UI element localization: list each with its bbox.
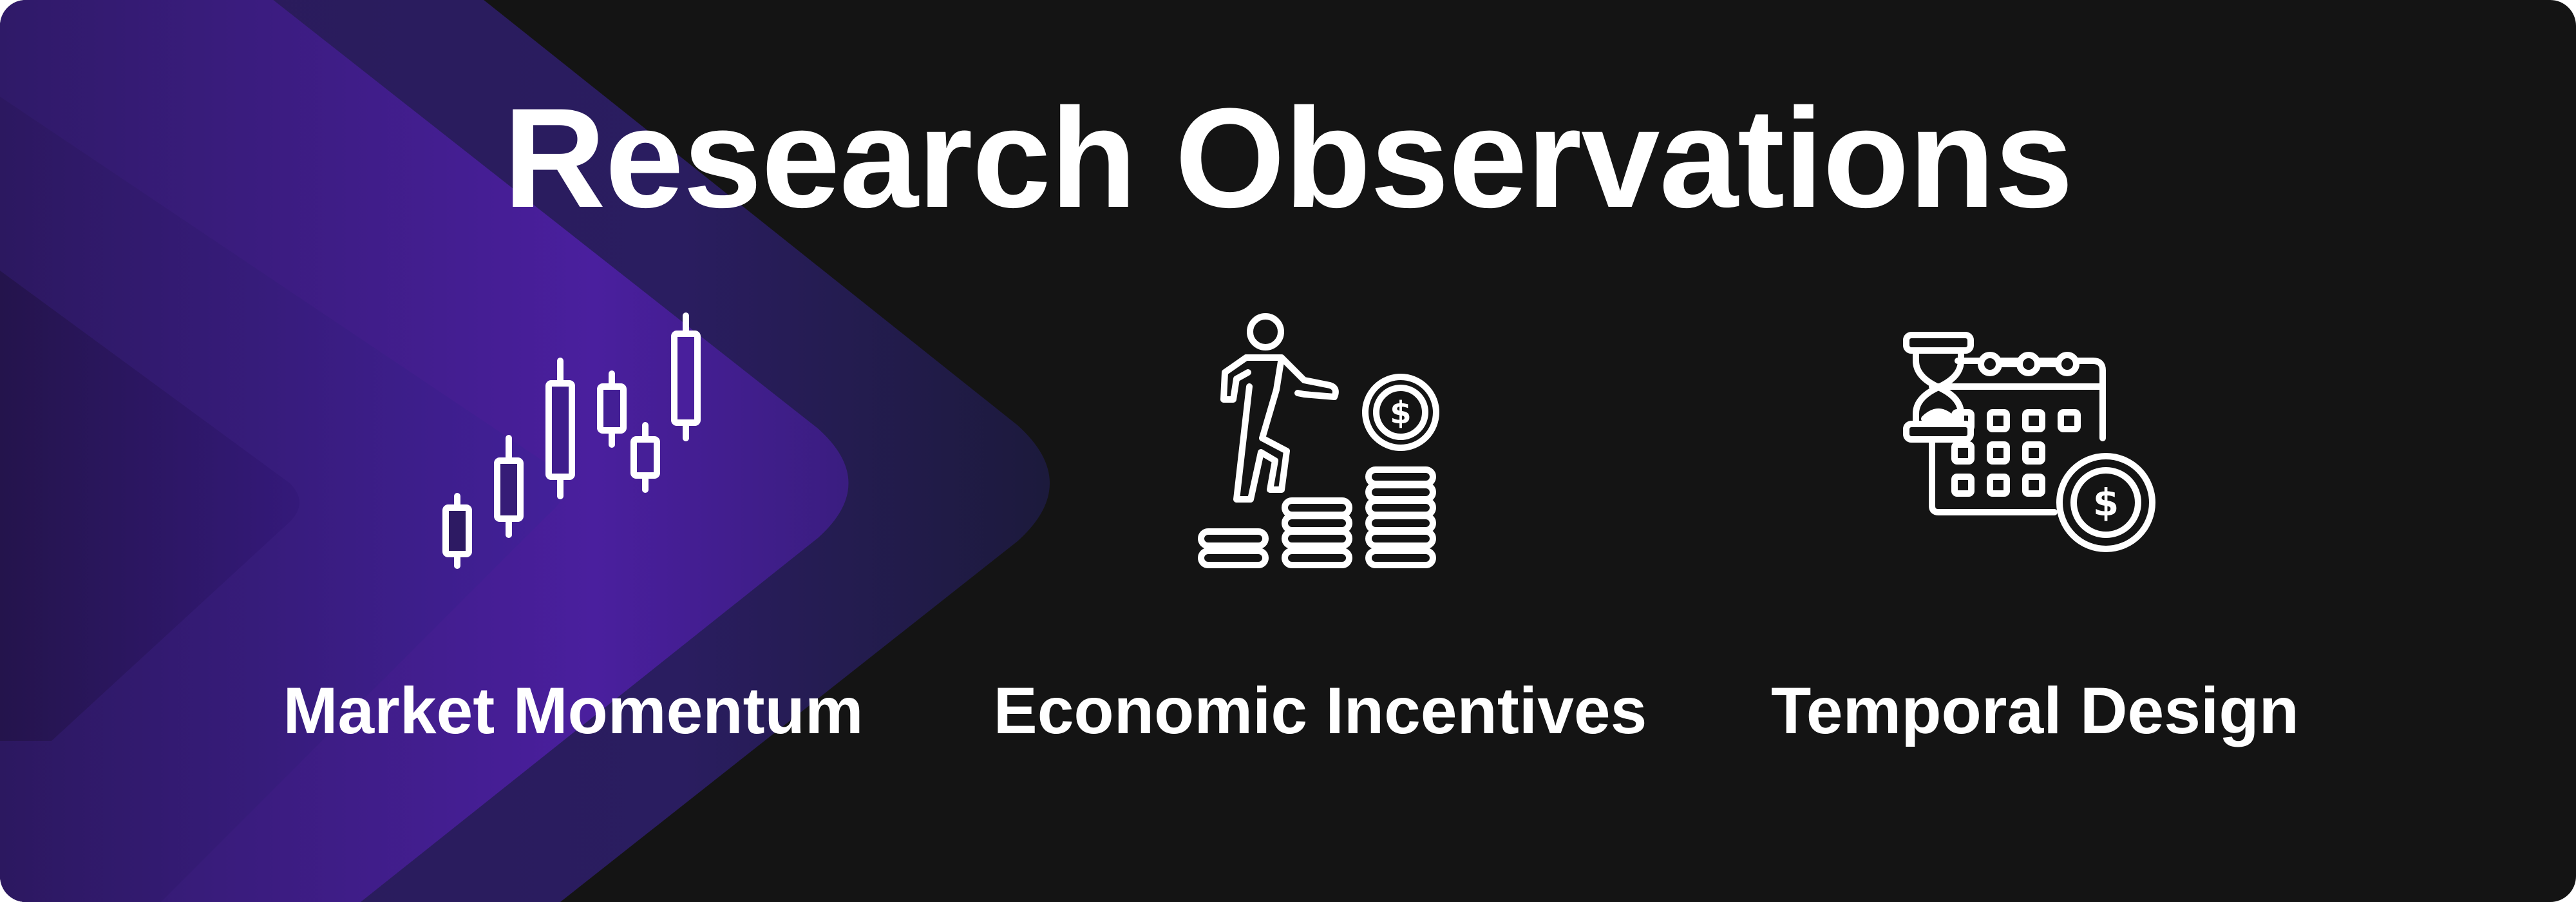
feature-label-market-momentum: Market Momentum [283, 674, 864, 747]
feature-label-temporal-design: Temporal Design [1771, 674, 2299, 747]
svg-text:$: $ [2093, 481, 2119, 524]
page-title: Research Observations [503, 79, 2074, 237]
climbing-coins-icon: $ [1198, 313, 1439, 568]
candlestick-chart-icon [442, 312, 701, 569]
feature-label-economic-incentives: Economic Incentives [993, 674, 1647, 747]
chevron-shape-core [0, 271, 299, 741]
calendar-hourglass-coin-icon: $ [1903, 332, 2155, 552]
svg-text:$: $ [1390, 395, 1411, 431]
